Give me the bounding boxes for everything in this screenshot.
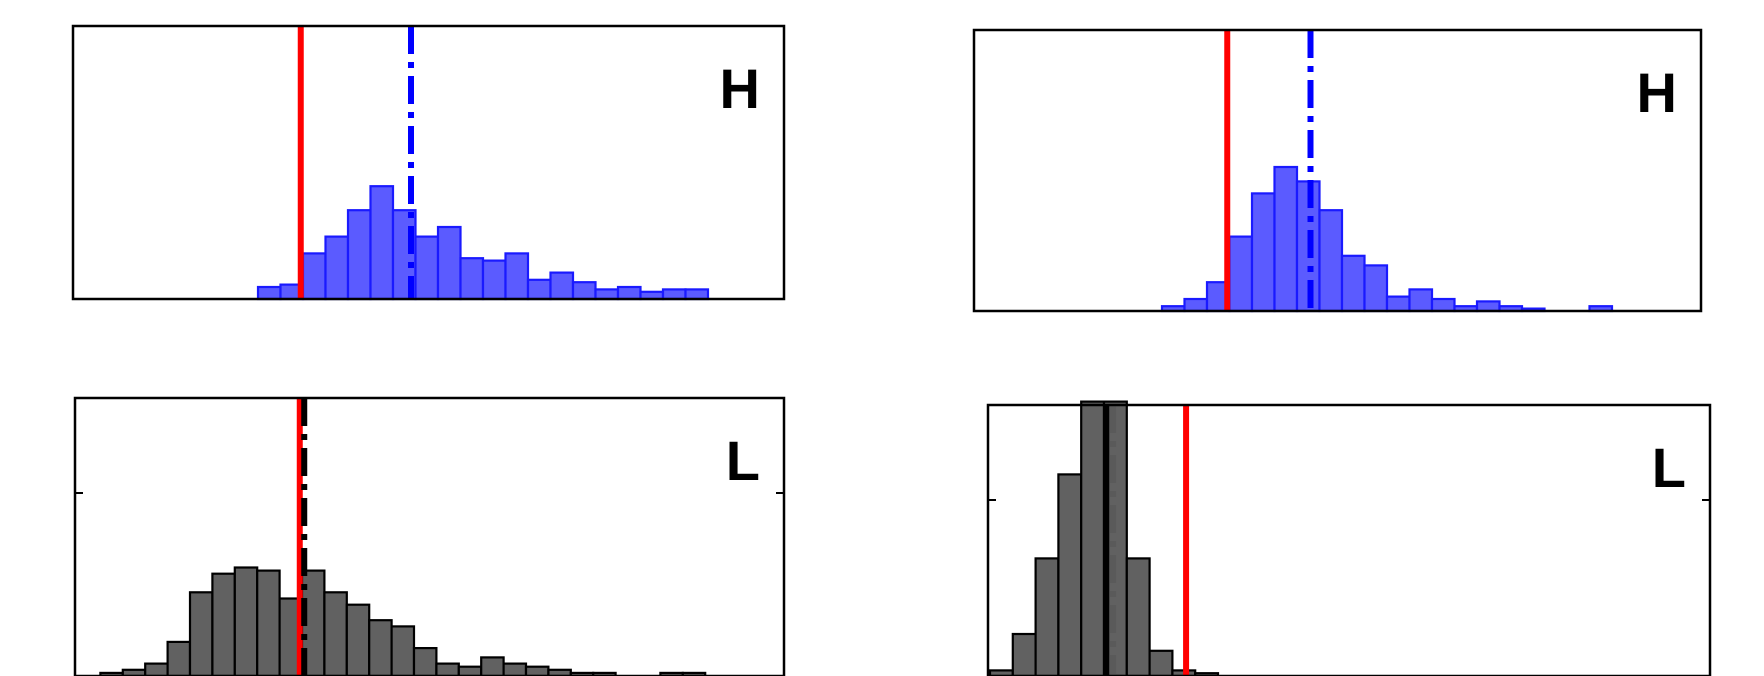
axes-frame [73,396,786,676]
axes-frame [986,403,1712,676]
histogram-bar [684,288,710,301]
histogram-bar [390,625,416,676]
histogram-bar [1250,192,1276,313]
histogram-bar [211,572,236,676]
histogram-bar [1034,557,1060,676]
histogram-panel-2: H [972,28,1703,313]
histogram-bar [1080,400,1106,676]
histogram-bar [1228,235,1254,313]
histogram-bar [233,566,259,676]
histogram-bar [1318,209,1344,313]
panel-label: H [1637,61,1677,124]
histogram-bar [346,209,372,301]
histogram-bar [188,591,214,676]
axes-frame [972,28,1703,313]
histogram-bar [661,288,687,301]
histogram-bar [524,665,550,676]
histogram-bar [502,662,528,676]
histogram-bar [1385,295,1411,313]
panel-label: H [720,57,760,120]
panel-label: L [726,429,760,492]
histogram-bar [301,252,327,301]
histogram-bar [369,185,395,301]
histogram-bar [323,591,348,676]
histogram-bar [144,662,169,676]
histogram-bar [571,281,597,301]
histogram-bar [681,671,707,676]
histogram-bar [457,665,483,676]
histogram-bar [1183,297,1209,313]
histogram-bar [1057,473,1083,676]
histogram-bar [1273,165,1299,313]
histogram-bar [368,619,393,676]
histogram-bar [256,569,281,676]
axes-frame [71,24,786,301]
histogram-bar [592,671,617,676]
histogram-bar [1194,672,1220,676]
histogram-bar [504,252,530,301]
histogram-bar [412,646,438,676]
histogram-bar [1340,254,1366,313]
histogram-bar [1125,557,1151,676]
histogram-bar [256,285,282,301]
histogram-bar [1408,288,1434,313]
histogram-bar [616,285,642,301]
histogram-bar [345,603,371,676]
histogram-panel-1: H [71,24,786,301]
histogram-panel-3: L [73,396,786,676]
panel-label: L [1652,436,1686,499]
histogram-bar [1475,300,1501,313]
histogram-bar [459,257,485,301]
plot-area [75,398,784,676]
histogram-bar [414,235,440,301]
histogram-bar [435,662,460,676]
histogram-bar [1011,632,1037,676]
histogram-bar [1430,297,1456,313]
histogram-bar [481,259,507,301]
histogram-panel-4: L [986,400,1712,676]
histogram-bar [594,288,620,301]
histogram-bar [549,271,575,301]
histogram-bar [1363,264,1389,313]
histogram-bar [166,640,192,676]
histogram-bar [480,656,505,676]
histogram-bar [1148,649,1174,676]
histogram-bar [324,235,350,301]
histogram-bar [526,278,552,301]
histogram-bar [436,225,462,301]
